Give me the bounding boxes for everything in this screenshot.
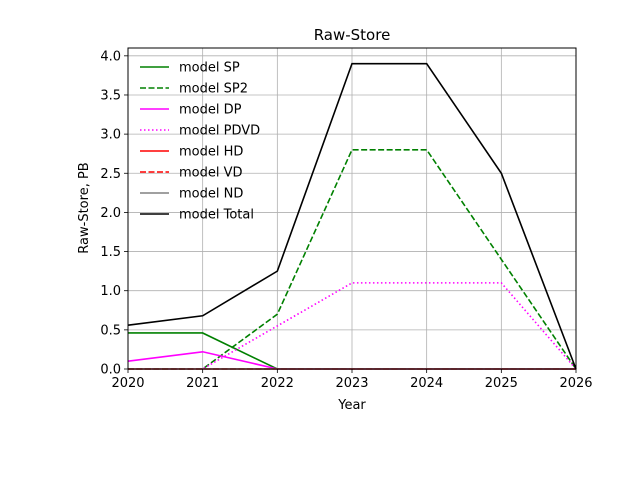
y-tick-label: 0.0 [100, 363, 121, 378]
x-tick-label: 2022 [261, 376, 294, 391]
y-tick-label: 1.5 [100, 245, 121, 260]
x-axis-label: Year [337, 398, 366, 413]
series-line-model-total [127, 62, 577, 370]
y-tick-label: 1.0 [100, 284, 121, 299]
x-axis: 2020 2021 2022 2023 2024 2025 2026 [111, 369, 593, 391]
legend-label-model-sp2: model SP2 [179, 82, 248, 97]
y-tick-label: 4.0 [100, 49, 121, 64]
x-tick-label: 2020 [111, 376, 144, 391]
x-tick-label: 2023 [335, 376, 368, 391]
legend-label-model-sp: model SP [179, 61, 240, 76]
y-tick-label: 3.0 [100, 128, 121, 143]
y-axis: 0.0 0.5 1.0 1.5 2.0 2.5 3.0 3.5 4.0 [100, 49, 128, 378]
legend-label-model-vd: model VD [179, 166, 243, 181]
legend-label-model-pdvd: model PDVD [179, 124, 260, 139]
y-tick-label: 3.5 [100, 88, 121, 103]
legend-label-model-hd: model HD [179, 145, 243, 160]
legend-label-model-nd: model ND [179, 187, 243, 202]
legend-label-model-dp: model DP [179, 103, 242, 118]
legend: model SP model SP2 model DP model PDVD model… [140, 61, 260, 223]
legend-label-model-total: model Total [179, 208, 254, 223]
x-tick-label: 2024 [410, 376, 443, 391]
y-tick-label: 0.5 [100, 323, 121, 338]
x-tick-label: 2026 [559, 376, 592, 391]
x-tick-label: 2025 [485, 376, 518, 391]
y-axis-label: Raw-Store, PB [77, 162, 92, 253]
chart-title: Raw-Store [314, 26, 391, 44]
y-tick-label: 2.5 [100, 167, 121, 182]
y-tick-label: 2.0 [100, 206, 121, 221]
series-line-model-pdvd [128, 282, 577, 370]
x-tick-label: 2021 [186, 376, 219, 391]
series-line-model-sp2 [128, 148, 577, 370]
